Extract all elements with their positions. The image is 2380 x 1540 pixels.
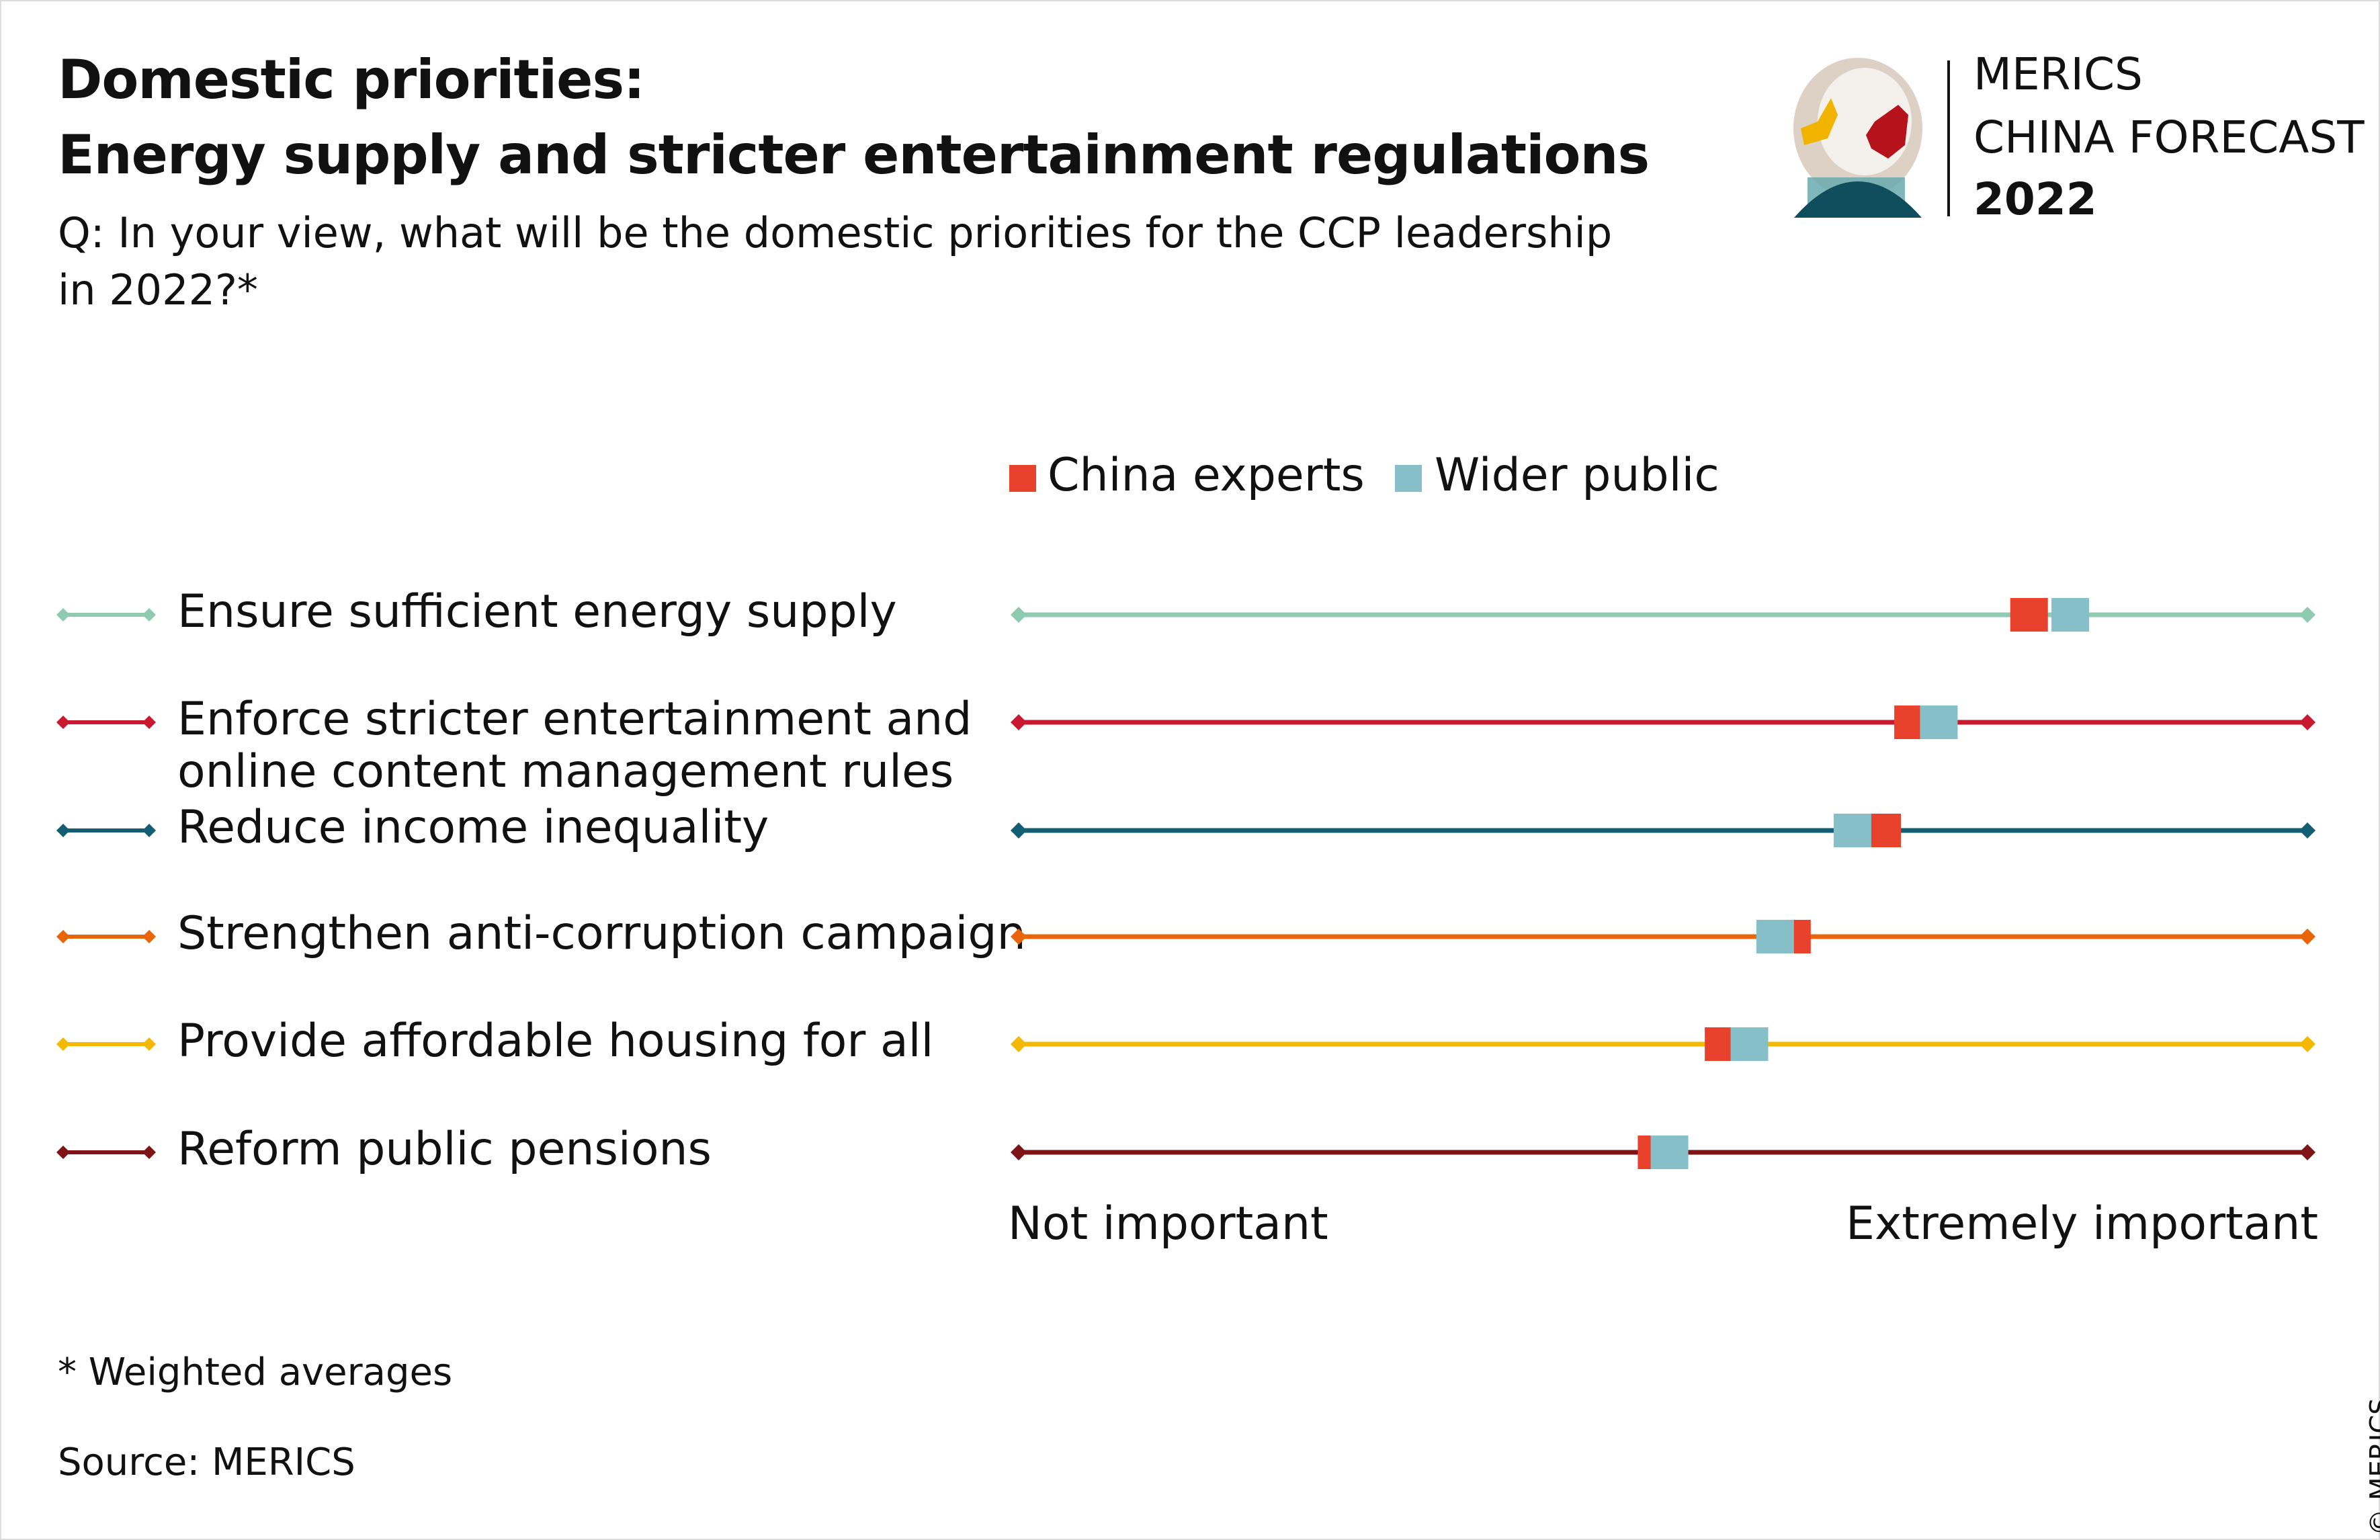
row-track	[1011, 1027, 2315, 1061]
marker-public	[1650, 1136, 1689, 1169]
marker-experts	[2010, 598, 2048, 632]
row-track	[1011, 920, 2315, 953]
source: Source: MERICS	[58, 1441, 355, 1484]
logo-china-forecast: CHINA FORECAST	[1973, 112, 2365, 163]
row-label: Reform public pensions	[177, 1123, 712, 1176]
row-legend-line	[56, 1146, 156, 1159]
axis-label-min: Not important	[1008, 1197, 1328, 1250]
marker-public	[1756, 920, 1794, 953]
marker-public	[1920, 705, 1958, 739]
footnote: * Weighted averages	[58, 1351, 453, 1394]
track-end-diamond	[2299, 822, 2315, 839]
row-label: Provide affordable housing for all	[177, 1015, 934, 1068]
merics-globe-logo-icon	[1793, 58, 1922, 218]
row-track	[1011, 705, 2315, 739]
legend-swatch-experts	[1009, 465, 1036, 492]
track-end-diamond	[2299, 929, 2315, 945]
legend-swatch-public	[1395, 465, 1422, 492]
track-start-diamond	[1011, 1036, 1027, 1052]
track-start-diamond	[1011, 607, 1027, 623]
question-line2: in 2022?*	[58, 265, 258, 314]
question-line1: Q: In your view, what will be the domest…	[58, 208, 1613, 257]
track-end-diamond	[2299, 607, 2315, 623]
track-start-diamond	[1011, 822, 1027, 839]
track-start-diamond	[1011, 1144, 1027, 1160]
row-legend-line	[56, 930, 156, 943]
logo-year: 2022	[1973, 173, 2097, 225]
row-legend-line	[56, 1037, 156, 1051]
copyright: © MERICS	[2365, 1398, 2380, 1535]
track-start-diamond	[1011, 929, 1027, 945]
row-label: Enforce stricter entertainment and	[177, 693, 972, 746]
row-label: Strengthen anti-corruption campaign	[177, 907, 1026, 960]
logo-divider	[1947, 60, 1950, 216]
chart-title-line2: Energy supply and stricter entertainment…	[58, 124, 1650, 186]
logo-merics: MERICS	[1973, 48, 2143, 100]
row-label-cont: online content management rules	[177, 745, 954, 798]
row-label: Ensure sufficient energy supply	[177, 585, 897, 638]
row-legend-line	[56, 716, 156, 729]
legend-label-experts: China experts	[1048, 449, 1365, 502]
track-end-diamond	[2299, 714, 2315, 730]
row-track	[1011, 814, 2315, 847]
row-label: Reduce income inequality	[177, 801, 769, 854]
track-end-diamond	[2299, 1144, 2315, 1160]
row-legend-line	[56, 824, 156, 837]
track-start-diamond	[1011, 714, 1027, 730]
marker-public	[1730, 1027, 1769, 1061]
row-track	[1011, 598, 2315, 632]
track-end-diamond	[2299, 1036, 2315, 1052]
marker-public	[2051, 598, 2090, 632]
marker-public	[1833, 814, 1871, 847]
axis-label-max: Extremely important	[1846, 1197, 2318, 1250]
row-track	[1011, 1136, 2315, 1169]
row-legend-line	[56, 608, 156, 622]
legend-label-public: Wider public	[1435, 449, 1719, 502]
chart-title-line1: Domestic priorities:	[58, 48, 645, 111]
